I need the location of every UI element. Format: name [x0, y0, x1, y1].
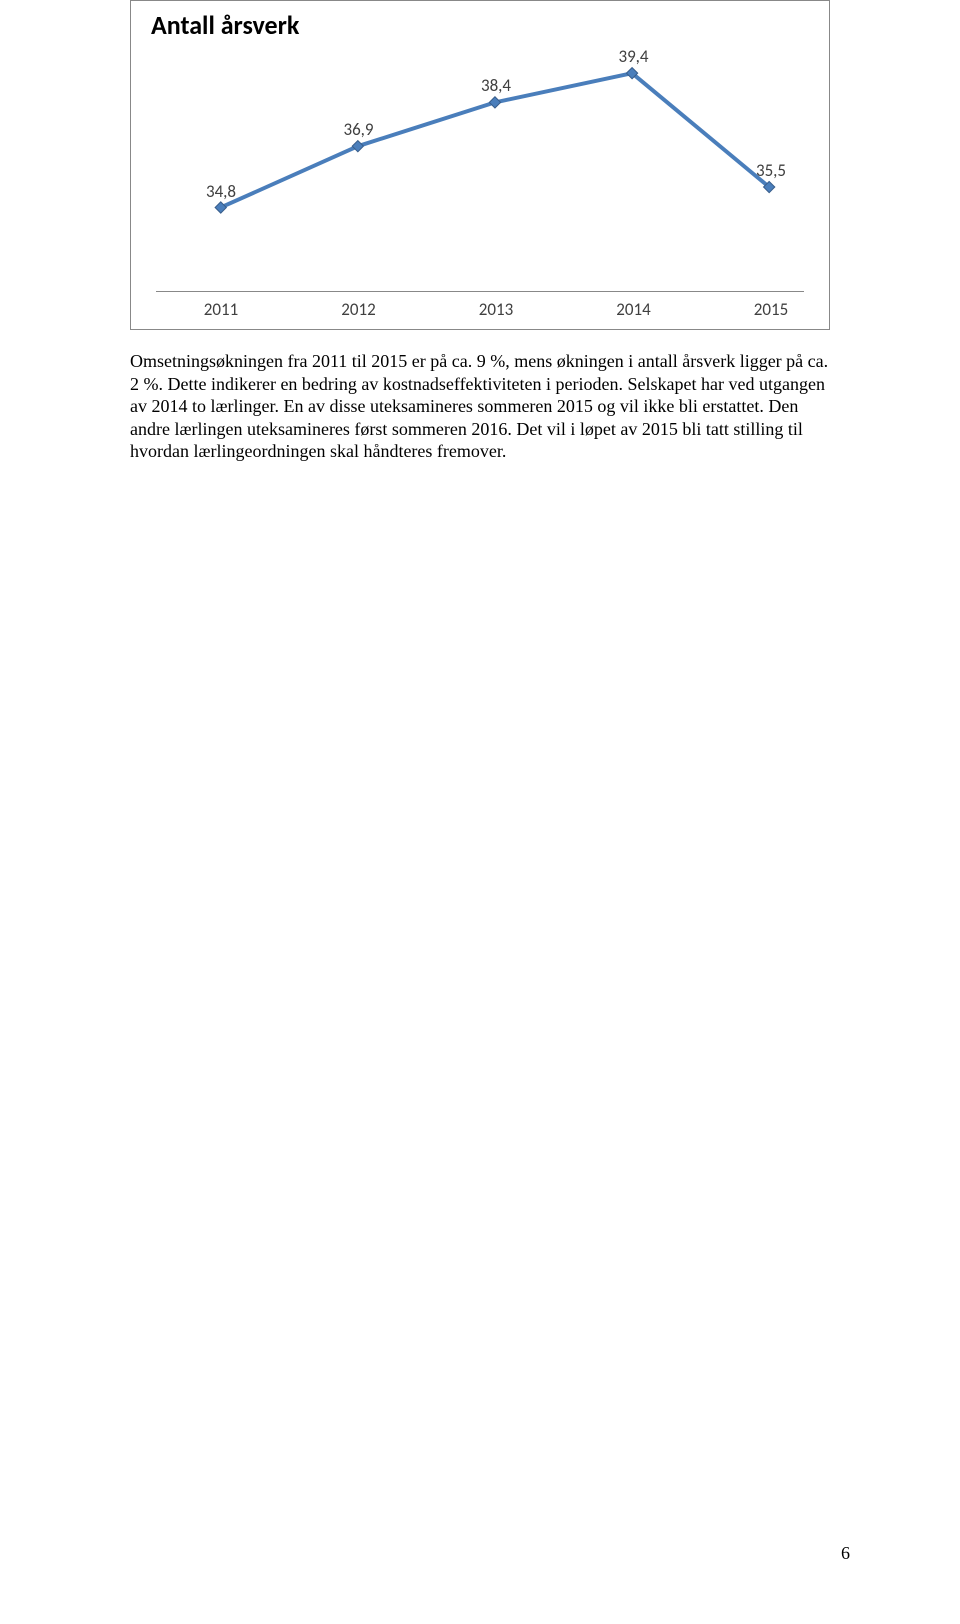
- chart-marker: [489, 97, 500, 108]
- body-paragraph: Omsetningsøkningen fra 2011 til 2015 er …: [130, 350, 830, 463]
- chart-svg: [131, 1, 829, 329]
- page-number: 6: [841, 1543, 850, 1564]
- x-axis-label: 2014: [616, 299, 650, 320]
- data-label: 39,4: [618, 46, 648, 67]
- chart-container: Antall årsverk 34,836,938,439,435,5 2011…: [130, 0, 830, 330]
- x-axis-label: 2012: [341, 299, 375, 320]
- data-label: 35,5: [756, 160, 786, 181]
- data-label: 36,9: [343, 119, 373, 140]
- x-axis-label: 2011: [204, 299, 238, 320]
- x-axis-label: 2015: [754, 299, 788, 320]
- data-label: 34,8: [206, 181, 236, 202]
- x-axis-label: 2013: [479, 299, 513, 320]
- x-axis: [156, 291, 804, 292]
- data-label: 38,4: [481, 75, 511, 96]
